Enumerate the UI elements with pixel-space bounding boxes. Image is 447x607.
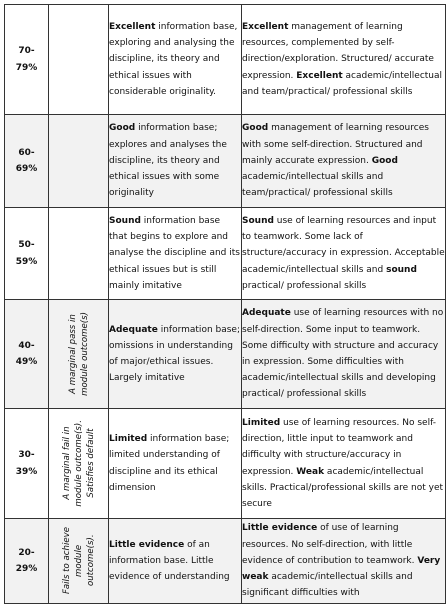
- bold-term: Adequate: [242, 308, 291, 319]
- grade-band-text: 30-: [18, 450, 35, 461]
- bold-term: Good: [242, 123, 269, 134]
- bold-term: Limited: [242, 417, 281, 428]
- category-line: module: [73, 544, 84, 578]
- description-text: management of learning resources, comple…: [242, 21, 434, 81]
- category-line: A marginal pass in: [67, 314, 78, 394]
- category-line: outcome(s).: [85, 535, 96, 587]
- bold-term: sound: [386, 264, 417, 275]
- grade-band-cell: 40- 49%: [4, 299, 49, 409]
- category-line: module outcome(s): [79, 312, 90, 396]
- category-line: A marginal fail in: [61, 426, 72, 501]
- description-text: information base, exploring and analysin…: [109, 21, 238, 97]
- description-text: use of learning resources with no self-d…: [242, 308, 444, 400]
- grade-band-cell: 50- 59%: [4, 207, 49, 300]
- description-text: information base; limited understanding …: [109, 434, 230, 493]
- grade-band-text: 40-: [18, 340, 35, 351]
- description-text: academic/intellectual skills. Practical/…: [242, 466, 444, 509]
- grade-band-text: 49%: [15, 357, 38, 367]
- description-text: use of learning resources. No self-direc…: [242, 417, 436, 477]
- criteria-row: 60- 69% Good information base; explores an…: [4, 114, 446, 208]
- category-vertical-text: A marginal pass in module outcome(s): [67, 312, 91, 396]
- description-text: use of learning resources and input to t…: [242, 215, 445, 275]
- criteria-row: 70- 79% Excellent information base, explor…: [4, 4, 446, 115]
- category-vertical-text: A marginal fail in module outcome(s). Sati…: [61, 420, 97, 507]
- grade-band-text: 29%: [15, 564, 38, 574]
- description-text: of an information base. Little evidence …: [109, 539, 230, 583]
- skills-cell: Limited use of learning resources. No se…: [241, 408, 446, 519]
- category-vertical-text: Fails to achieve module outcome(s).: [61, 527, 97, 594]
- grade-band-cell: 20- 29%: [4, 518, 49, 604]
- bold-term: Weak: [296, 466, 325, 477]
- knowledge-cell: Good information base; explores and anal…: [108, 114, 242, 208]
- description-text: academic/intellectual and team/practical…: [242, 70, 443, 97]
- category-cell: A marginal pass in module outcome(s): [48, 299, 109, 409]
- bold-term: Sound: [242, 215, 274, 226]
- bold-term: Excellent: [242, 21, 289, 32]
- knowledge-cell: Sound information base that begins to ex…: [108, 207, 242, 300]
- grade-band-text: 39%: [15, 466, 38, 477]
- category-cell: [48, 207, 109, 300]
- skills-cell: Excellent management of learning resourc…: [241, 4, 446, 115]
- grade-band-cell: 30- 39%: [4, 408, 49, 519]
- category-line: module outcome(s).: [73, 420, 84, 507]
- category-cell: A marginal fail in module outcome(s). Sati…: [48, 408, 109, 519]
- bold-term: Excellent: [109, 21, 156, 32]
- skills-cell: Little evidence of use of learning resou…: [241, 518, 446, 604]
- knowledge-cell: Little evidence of an information base. …: [108, 518, 242, 604]
- category-line: Satisfies default: [85, 428, 96, 499]
- bold-term: Little evidence: [242, 523, 318, 534]
- category-wrap: A marginal fail in module outcome(s). Sati…: [49, 420, 108, 507]
- grade-band-text: 50-: [18, 240, 35, 251]
- description-text: information base; omissions in understan…: [109, 324, 240, 384]
- category-cell: Fails to achieve module outcome(s).: [48, 518, 109, 604]
- grade-band-cell: 60- 69%: [4, 114, 49, 208]
- grade-band-text: 70-: [18, 46, 35, 57]
- description-text: academic/intellectual skills and team/pr…: [242, 172, 393, 199]
- marking-criteria-table: 70- 79% Excellent information base, explor…: [4, 4, 446, 604]
- grade-band-text: 20-: [18, 547, 35, 558]
- bold-term: Excellent: [296, 70, 343, 81]
- criteria-row: 40- 49% A marginal pass in module outcome(s…: [4, 299, 446, 409]
- grade-band-text: 59%: [15, 256, 38, 267]
- grade-band-text: 69%: [15, 164, 38, 174]
- bold-term: Good: [109, 123, 136, 134]
- criteria-row: 20- 29% Fails to achieve module outcome(s). L…: [4, 518, 446, 604]
- knowledge-cell: Adequate information base; omissions in …: [108, 299, 242, 409]
- knowledge-cell: Limited information base; limited unders…: [108, 408, 242, 519]
- description-text: management of learning resources with so…: [242, 123, 429, 166]
- description-text: practical/ professional skills: [242, 280, 367, 291]
- bold-term: Very weak: [242, 555, 441, 583]
- bold-term: Adequate: [109, 324, 158, 335]
- category-cell: [48, 4, 109, 115]
- criteria-row: 30- 39% A marginal fail in module outcome(s…: [4, 408, 446, 519]
- knowledge-cell: Excellent information base, exploring an…: [108, 4, 242, 115]
- grade-band-text: 79%: [15, 62, 38, 73]
- category-wrap: A marginal pass in module outcome(s): [49, 312, 108, 396]
- category-wrap: Fails to achieve module outcome(s).: [49, 527, 108, 594]
- category-line: Fails to achieve: [61, 527, 72, 595]
- skills-cell: Sound use of learning resources and inpu…: [241, 207, 446, 300]
- category-cell: [48, 114, 109, 208]
- skills-cell: Good management of learning resources wi…: [241, 114, 446, 208]
- bold-term: Limited: [109, 434, 148, 445]
- grade-band-text: 60-: [18, 147, 35, 158]
- bold-term: Sound: [109, 215, 141, 226]
- bold-term: Little evidence: [109, 539, 185, 550]
- description-text: information base that begins to explore …: [109, 215, 240, 291]
- skills-cell: Adequate use of learning resources with …: [241, 299, 446, 409]
- description-text: of use of learning resources. No self-di…: [242, 523, 418, 566]
- description-text: academic/intellectual skills and signifi…: [242, 572, 413, 599]
- grade-band-cell: 70- 79%: [4, 4, 49, 115]
- criteria-row: 50- 59% Sound information base that begins…: [4, 207, 446, 300]
- description-text: information base; explores and analyses …: [109, 123, 227, 199]
- bold-term: Good: [371, 155, 398, 166]
